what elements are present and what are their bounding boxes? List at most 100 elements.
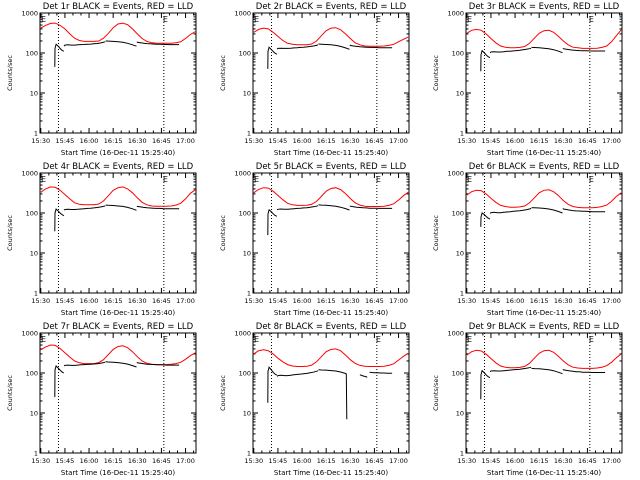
x-tick-label: 17:00 [389, 457, 408, 465]
y-tick-label: 100 [452, 210, 464, 218]
chart-title: Det 5r BLACK = Events, RED = LLD [256, 162, 407, 172]
events-series-segment [276, 370, 319, 377]
x-tick-label: 16:30 [128, 457, 147, 465]
corner-mark-right: E [589, 15, 594, 24]
y-tick-label: 100 [26, 50, 38, 58]
x-tick-label: 16:45 [578, 297, 597, 305]
x-tick-label: 15:30 [457, 297, 476, 305]
events-series-segment [562, 369, 606, 373]
events-series-segment [54, 43, 65, 67]
events-series-segment [63, 361, 106, 367]
x-axis-label: Start Time (16-Dec-11 15:25:40) [487, 469, 601, 477]
lld-series-line [40, 344, 196, 366]
events-series-segment [489, 47, 532, 54]
events-series-segment [267, 366, 278, 403]
plot-frame [252, 172, 410, 294]
chart-title: Det 1r BLACK = Events, RED = LLD [43, 2, 194, 12]
corner-mark-right: E [589, 335, 594, 344]
x-tick-label: 17:00 [389, 297, 408, 305]
y-tick-label: 1 [34, 450, 38, 458]
chart-title: Det 8r BLACK = Events, RED = LLD [256, 322, 407, 332]
x-tick-label: 15:45 [269, 137, 288, 145]
y-tick-label: 1 [460, 450, 464, 458]
events-series-segment [369, 371, 393, 374]
events-series-segment [359, 374, 368, 378]
chart-panel-4: Det 4r BLACK = Events, RED = LLD Counts/s… [6, 162, 197, 317]
x-tick-label: 16:45 [152, 297, 171, 305]
plot-frame [465, 172, 623, 294]
corner-mark-right: E [376, 15, 381, 24]
chart-title: Det 2r BLACK = Events, RED = LLD [256, 2, 407, 12]
x-tick-label: 16:00 [506, 457, 525, 465]
chart-panel-2: Det 2r BLACK = Events, RED = LLD Counts/s… [219, 2, 410, 157]
events-series-segment [54, 208, 65, 232]
y-tick-label: 1000 [21, 10, 38, 18]
lld-series-line [40, 22, 196, 44]
y-tick-label: 10 [456, 250, 464, 258]
x-tick-label: 16:30 [554, 457, 573, 465]
events-series-segment [105, 40, 137, 47]
plot-frame [252, 12, 410, 134]
y-tick-label: 1 [247, 130, 251, 138]
x-tick-label: 16:00 [293, 297, 312, 305]
x-tick-label: 16:00 [80, 297, 99, 305]
x-tick-label: 15:30 [457, 457, 476, 465]
y-tick-label: 10 [243, 410, 251, 418]
x-tick-label: 16:15 [317, 137, 336, 145]
x-tick-label: 16:45 [578, 457, 597, 465]
x-tick-label: 16:00 [293, 137, 312, 145]
chart-panel-7: Det 7r BLACK = Events, RED = LLD Counts/s… [6, 322, 197, 477]
plot-frame [465, 332, 623, 454]
events-series-segment [276, 44, 319, 50]
events-series-segment [349, 205, 393, 209]
x-tick-label: 16:15 [530, 137, 549, 145]
y-tick-label: 1000 [447, 170, 464, 178]
lld-series-line [466, 28, 622, 49]
chart-panel-6: Det 6r BLACK = Events, RED = LLD Counts/s… [432, 162, 623, 317]
x-tick-label: 17:00 [602, 137, 621, 145]
corner-mark-left: E [254, 15, 259, 24]
x-tick-label: 16:45 [152, 457, 171, 465]
x-tick-label: 16:00 [80, 137, 99, 145]
x-tick-label: 16:45 [365, 297, 384, 305]
y-axis-label: Counts/sec [219, 215, 227, 251]
plot-frame [465, 12, 623, 134]
events-series-segment [531, 46, 563, 54]
y-tick-label: 1000 [447, 330, 464, 338]
y-axis-label: Counts/sec [432, 375, 440, 411]
x-tick-label: 17:00 [602, 457, 621, 465]
x-tick-label: 16:15 [530, 297, 549, 305]
corner-mark-right: E [589, 175, 594, 184]
events-series-segment [531, 207, 563, 214]
x-tick-label: 16:45 [578, 137, 597, 145]
lld-series-line [40, 186, 196, 207]
plot-frame [252, 332, 410, 454]
chart-title: Det 3r BLACK = Events, RED = LLD [469, 2, 620, 12]
y-axis-label: Counts/sec [432, 55, 440, 91]
y-tick-label: 1000 [234, 10, 251, 18]
x-tick-label: 15:30 [31, 137, 50, 145]
x-axis-label: Start Time (16-Dec-11 15:25:40) [487, 149, 601, 157]
y-tick-label: 1 [247, 290, 251, 298]
y-tick-label: 10 [243, 250, 251, 258]
events-series-segment [63, 41, 106, 47]
corner-mark-left: E [467, 15, 472, 24]
corner-mark-left: E [41, 335, 46, 344]
y-tick-label: 1000 [234, 330, 251, 338]
corner-mark-right: E [376, 335, 381, 344]
x-tick-label: 15:30 [244, 137, 263, 145]
y-axis-label: Counts/sec [6, 375, 14, 411]
x-axis-label: Start Time (16-Dec-11 15:25:40) [274, 469, 388, 477]
y-tick-label: 100 [26, 370, 38, 378]
lld-series-line [253, 27, 409, 47]
x-tick-label: 16:30 [341, 457, 360, 465]
x-tick-label: 17:00 [389, 137, 408, 145]
x-tick-label: 17:00 [176, 457, 195, 465]
x-tick-label: 16:45 [365, 137, 384, 145]
corner-mark-left: E [467, 335, 472, 344]
x-tick-label: 15:45 [56, 137, 75, 145]
events-series-segment [562, 208, 606, 213]
x-tick-label: 16:00 [293, 457, 312, 465]
corner-mark-left: E [467, 175, 472, 184]
